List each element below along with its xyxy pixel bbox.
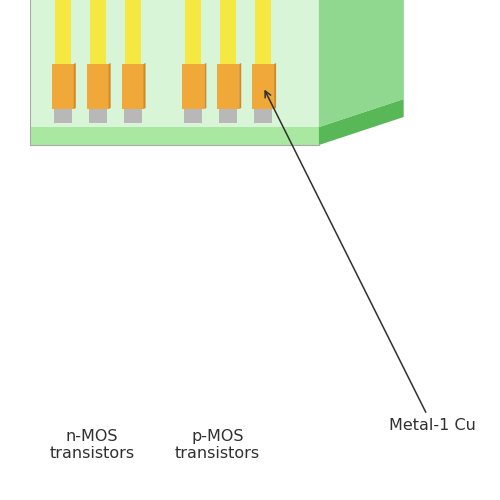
Polygon shape xyxy=(218,64,239,109)
Polygon shape xyxy=(86,64,108,109)
Polygon shape xyxy=(274,63,276,109)
Polygon shape xyxy=(182,64,204,109)
Polygon shape xyxy=(319,0,404,127)
Polygon shape xyxy=(319,99,404,145)
Polygon shape xyxy=(74,63,76,109)
Polygon shape xyxy=(319,0,404,127)
Polygon shape xyxy=(239,63,241,109)
Text: Metal-2 dielectric film: Metal-2 dielectric film xyxy=(0,499,1,500)
Text: Metal-2 via hole: Metal-2 via hole xyxy=(0,499,1,500)
Polygon shape xyxy=(186,0,202,64)
Text: p-MOS
transistors: p-MOS transistors xyxy=(174,429,260,461)
Polygon shape xyxy=(108,63,110,109)
Text: Resist: Resist xyxy=(0,499,1,500)
Polygon shape xyxy=(319,0,404,127)
Polygon shape xyxy=(254,109,272,123)
Polygon shape xyxy=(252,64,274,109)
Text: n-MOS
transistors: n-MOS transistors xyxy=(49,429,134,461)
Polygon shape xyxy=(54,109,72,123)
Text: Metal-1 Cu: Metal-1 Cu xyxy=(265,91,476,432)
Polygon shape xyxy=(30,0,319,127)
Polygon shape xyxy=(255,0,271,64)
Polygon shape xyxy=(220,109,237,123)
Polygon shape xyxy=(30,99,404,127)
Polygon shape xyxy=(124,109,142,123)
Polygon shape xyxy=(30,127,319,145)
Polygon shape xyxy=(124,0,140,64)
Polygon shape xyxy=(55,0,71,64)
Polygon shape xyxy=(90,0,106,64)
Polygon shape xyxy=(52,64,74,109)
Polygon shape xyxy=(184,109,202,123)
Polygon shape xyxy=(144,63,146,109)
Polygon shape xyxy=(220,0,236,64)
Polygon shape xyxy=(204,63,206,109)
Polygon shape xyxy=(122,64,144,109)
Polygon shape xyxy=(88,109,106,123)
